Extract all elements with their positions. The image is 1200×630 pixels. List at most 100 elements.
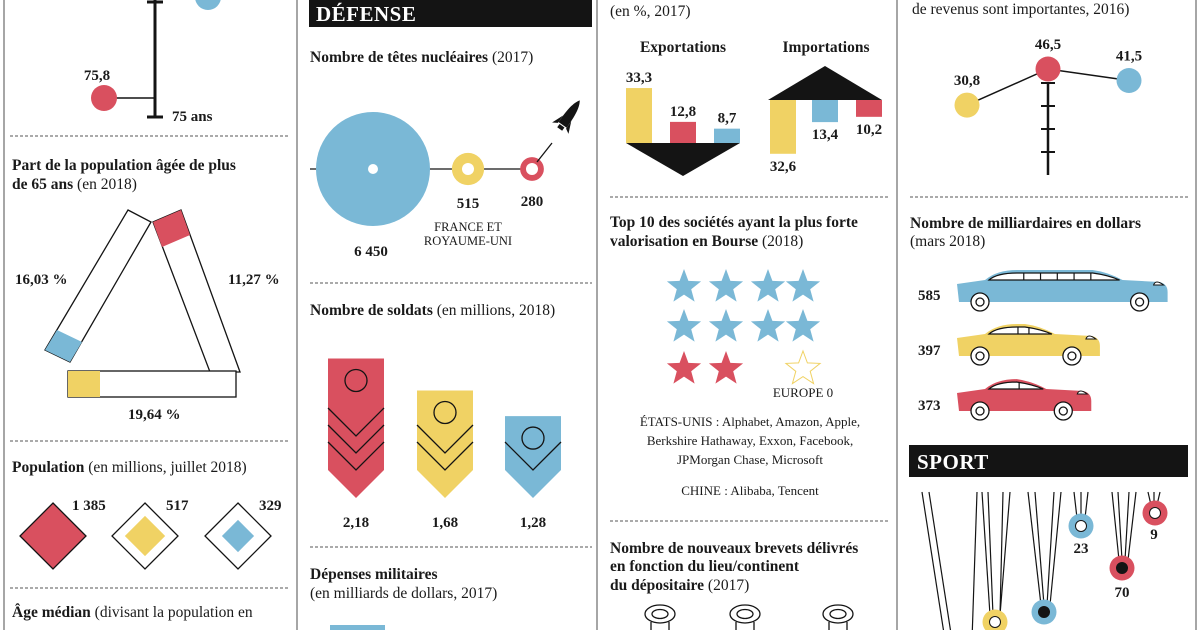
value-label: 1 385: [72, 498, 106, 514]
star-us: [666, 269, 702, 302]
car-windows: [987, 272, 1120, 281]
import-value: 10,2: [856, 122, 882, 138]
patent-pedestal-icons: [644, 604, 854, 630]
wheel: [970, 346, 990, 366]
section-title: de 65 ans (en 2018): [12, 176, 137, 193]
value-label: 9: [1150, 527, 1158, 543]
export-bar: [670, 121, 696, 143]
nuke-center: [462, 163, 474, 175]
star-us: [708, 309, 744, 342]
dot: [1116, 68, 1142, 93]
medal-center: [1116, 562, 1128, 574]
import-value: 32,6: [770, 159, 797, 175]
dot-red: [91, 85, 117, 111]
section-title: Nombre de milliardaires en dollars: [910, 215, 1141, 232]
car-icon: [957, 270, 1168, 312]
value-label: 23: [1074, 541, 1089, 557]
star-europe: [784, 349, 822, 385]
export-value: 33,3: [626, 70, 652, 86]
dot: [1035, 56, 1061, 82]
star-us: [785, 269, 821, 302]
ribbon-line: [1046, 491, 1055, 606]
export-value: 12,8: [670, 104, 696, 120]
section-subtitle: (en milliards de dollars, 2017): [310, 585, 497, 602]
ribbon-line: [1034, 491, 1045, 606]
ribbon-line: [999, 491, 1011, 616]
value-label: 585: [918, 288, 941, 304]
chevron: [504, 441, 562, 471]
us-companies: ÉTATS-UNIS : Alphabet, Amazon, Apple,: [640, 414, 860, 429]
value-label: 517: [166, 498, 189, 514]
ribbon-line: [1084, 491, 1089, 519]
ribbon-line: [1124, 491, 1130, 561]
section-header: [309, 0, 592, 27]
ribbon-line: [971, 491, 978, 630]
soldiers-chart: [327, 358, 562, 498]
export-bar: [626, 88, 652, 143]
nukes-chart: [310, 112, 544, 226]
chevron: [327, 424, 385, 454]
section-title: Nombre de soldats (en millions, 2018): [310, 302, 555, 319]
ribbon-line: [987, 491, 994, 616]
wheel: [970, 401, 990, 421]
aging-chart: Part de la population âgée de plus de 65…: [12, 157, 280, 423]
chevron: [416, 424, 474, 454]
wheel: [1062, 346, 1082, 366]
wheel: [1129, 292, 1150, 312]
billionaires-chart: [957, 270, 1168, 421]
note: ROYAUME-UNI: [424, 234, 512, 248]
wheel: [1053, 401, 1073, 421]
headlight: [1085, 335, 1098, 340]
dot-blue: [195, 0, 221, 10]
shield: [328, 358, 384, 498]
ribbon-line: [1073, 491, 1078, 519]
life-expectancy-chart: 75,8 75 ans: [84, 0, 221, 125]
headlight: [1076, 390, 1089, 395]
import-bar: [770, 100, 796, 154]
wheel-hub: [1134, 297, 1145, 307]
sport-chart: [921, 491, 1168, 630]
nuke-center: [526, 163, 538, 175]
label-left: 16,03 %: [15, 272, 68, 288]
car-icon: [957, 379, 1092, 421]
value-label: 373: [918, 398, 941, 414]
wheel-hub: [975, 406, 985, 416]
nuke-center: [368, 164, 378, 174]
us-companies: JPMorgan Chase, Microsoft: [677, 452, 823, 467]
section-title: Part de la population âgée de plus: [12, 157, 236, 174]
section-title: Nombre de nouveaux brevets délivrés: [610, 540, 858, 557]
section-header: [909, 445, 1188, 477]
spending-bar: [330, 625, 385, 630]
ribbon-line: [1049, 491, 1062, 606]
wheel-hub: [975, 297, 985, 307]
section-header-label: DÉFENSE: [316, 2, 416, 26]
section-title: Nombre de têtes nucléaires (2017): [310, 49, 533, 66]
shield: [417, 390, 473, 498]
inequality-chart: 30,8 46,5 41,5: [954, 37, 1142, 175]
shield-circle: [521, 426, 545, 450]
bar-bottom-fill: [68, 371, 100, 397]
ribbon-line: [1117, 491, 1123, 561]
pedestal-icon: [822, 604, 854, 630]
star-us: [785, 309, 821, 342]
import-value: 13,4: [812, 127, 839, 143]
value-label: 30,8: [954, 73, 980, 89]
ribbon-line: [999, 491, 1004, 616]
shield-circle: [433, 400, 457, 425]
diamond-fill: [124, 515, 166, 557]
note: FRANCE ET: [434, 220, 502, 234]
medal-center: [1038, 606, 1050, 618]
medal-center: [1075, 520, 1087, 532]
car-body: [957, 379, 1092, 411]
exports-label: Exportations: [640, 39, 726, 56]
star-us: [750, 309, 786, 342]
medal-center: [1149, 507, 1161, 519]
value-label: 70: [1115, 585, 1130, 601]
label-right: 11,27 %: [228, 272, 280, 288]
value-label: 6 450: [354, 244, 388, 260]
section-title: valorisation en Bourse (2018): [610, 233, 803, 250]
export-bar: [714, 128, 740, 143]
chevron: [327, 441, 385, 471]
exports-arrow: [626, 143, 740, 176]
